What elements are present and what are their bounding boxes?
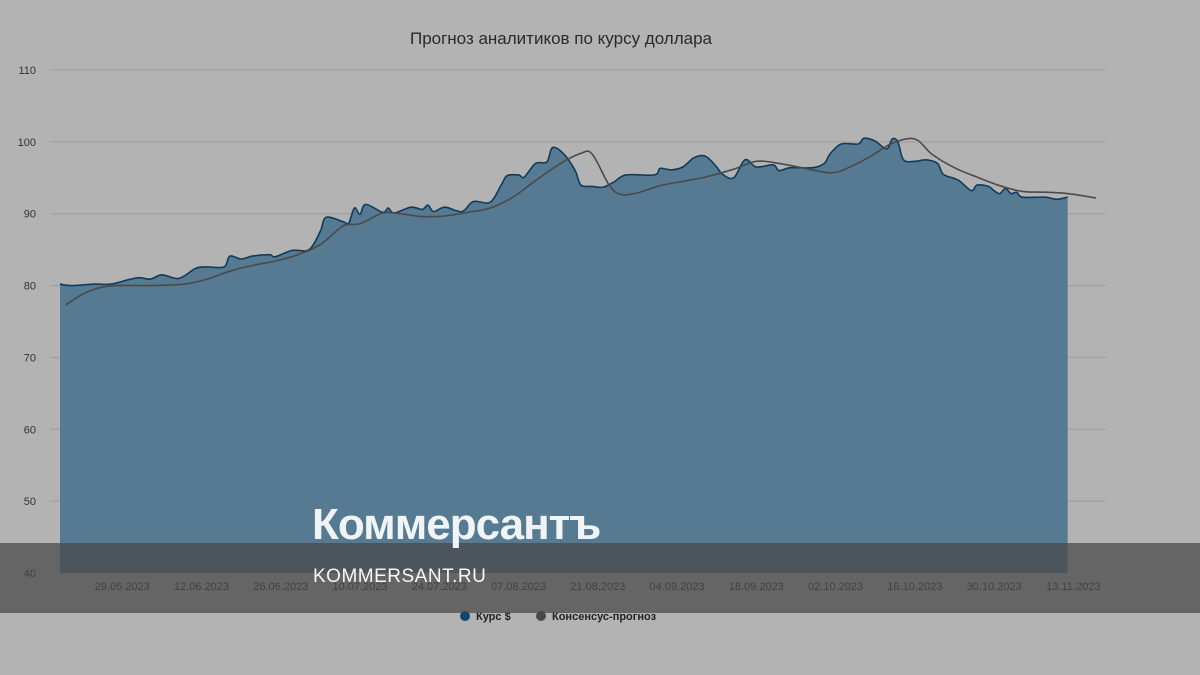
y-tick-label-110: 110 — [18, 65, 36, 77]
watermark-band — [0, 543, 1200, 613]
y-tick-label-100: 100 — [18, 137, 36, 149]
y-tick-label-50: 50 — [24, 496, 36, 508]
watermark-logo: Коммерсантъ — [312, 500, 601, 549]
chart-title: Прогноз аналитиков по курсу доллара — [410, 29, 713, 48]
legend-item-rate[interactable]: Курс $ — [460, 611, 511, 623]
series-line-consensus — [65, 137, 1097, 306]
series — [59, 137, 1097, 573]
y-axis: 405060708090100110 — [18, 65, 36, 580]
y-tick-label-60: 60 — [24, 424, 36, 436]
legend-marker-rate — [460, 611, 470, 621]
y-tick-label-90: 90 — [24, 209, 36, 221]
legend-item-consensus[interactable]: Консенсус-прогноз — [536, 611, 657, 623]
legend-label-consensus: Консенсус-прогноз — [552, 611, 657, 623]
legend-label-rate: Курс $ — [476, 611, 511, 623]
y-tick-label-80: 80 — [24, 281, 36, 293]
y-tick-label-70: 70 — [24, 352, 36, 364]
watermark-url: KOMMERSANT.RU — [313, 566, 487, 587]
legend: Курс $ Консенсус-прогноз — [460, 611, 657, 623]
series-line-rate — [59, 137, 1068, 287]
legend-marker-consensus — [536, 611, 546, 621]
